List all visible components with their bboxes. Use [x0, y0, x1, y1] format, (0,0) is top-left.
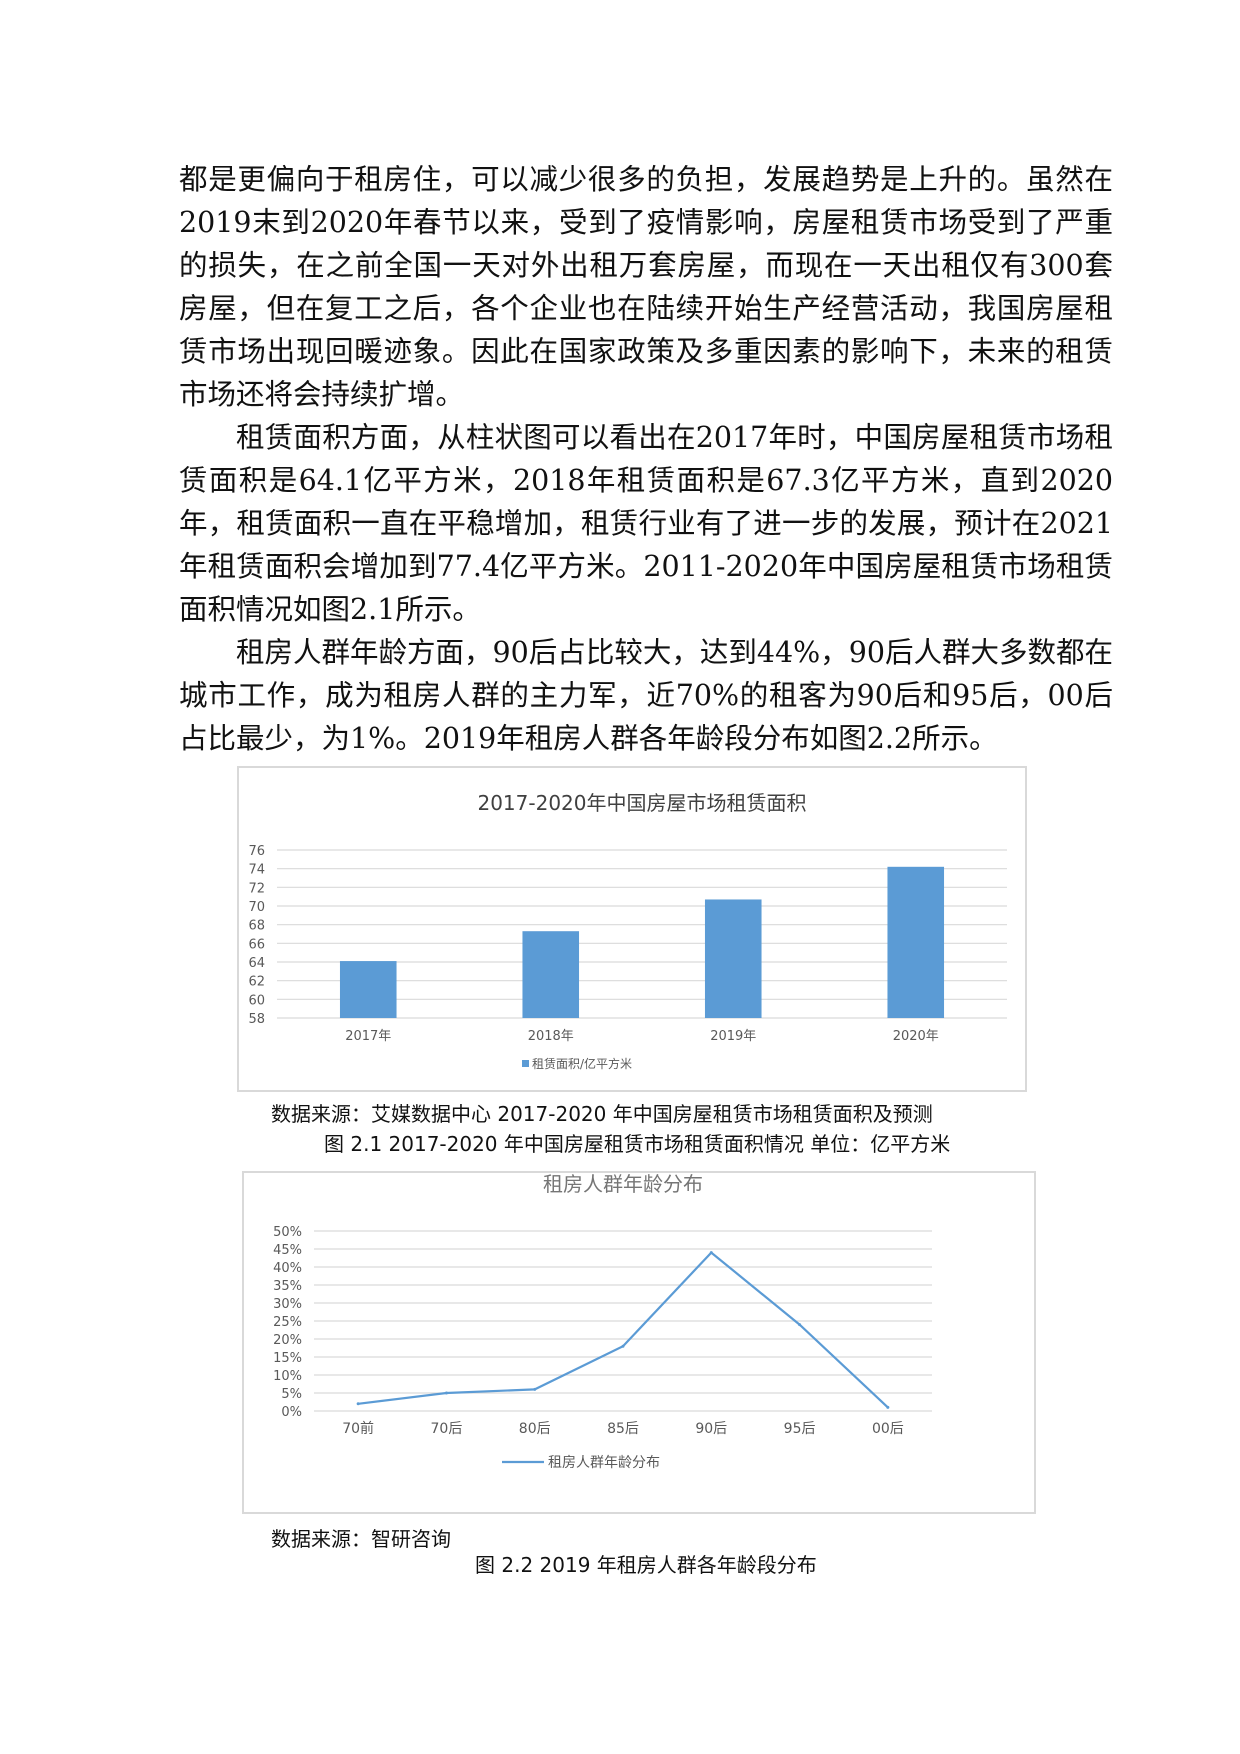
chart-title: 2017-2020年中国房屋市场租赁面积 — [477, 791, 806, 815]
legend-label: 租房人群年龄分布 — [548, 1455, 660, 1471]
data-point — [444, 1391, 448, 1395]
bar — [522, 931, 580, 1018]
x-tick-label: 00后 — [872, 1421, 904, 1437]
y-tick-label: 70 — [248, 900, 265, 915]
y-tick-label: 76 — [248, 844, 265, 859]
x-tick-label: 2017年 — [345, 1029, 391, 1044]
figure2-source: 数据来源：智研咨询 — [271, 1527, 451, 1551]
y-tick-label: 68 — [248, 919, 265, 934]
y-tick-label: 20% — [273, 1333, 302, 1348]
y-tick-label: 25% — [273, 1315, 302, 1330]
chart-title: 租房人群年龄分布 — [543, 1173, 703, 1196]
data-point — [533, 1387, 537, 1391]
y-tick-label: 5% — [281, 1387, 302, 1402]
y-tick-label: 74 — [248, 863, 265, 878]
y-tick-label: 58 — [248, 1012, 265, 1027]
y-tick-label: 10% — [273, 1369, 302, 1384]
x-tick-label: 70前 — [342, 1420, 374, 1437]
x-tick-label: 2018年 — [528, 1029, 574, 1044]
x-tick-label: 90后 — [695, 1421, 727, 1437]
body-text: 都是更偏向于租房住，可以减少很多的负担，发展趋势是上升的。虽然在2019末到20… — [179, 158, 1113, 760]
bar — [887, 866, 945, 1018]
paragraph: 租赁面积方面，从柱状图可以看出在2017年时，中国房屋租赁市场租赁面积是64.1… — [179, 421, 1113, 626]
figure1-caption: 图 2.1 2017-2020 年中国房屋租赁市场租赁面积情况 单位：亿平方米 — [324, 1132, 951, 1156]
bar-chart-rental-area: 2017-2020年中国房屋市场租赁面积 58 60 62 64 66 68 70 72 74 76… — [237, 766, 1027, 1092]
line-chart-age-distribution: 租房人群年龄分布 0% 5% 10% 15% 20% 25% 30% 35% 40% 45% 50% 7… — [242, 1171, 1036, 1514]
y-tick-label: 72 — [248, 881, 265, 896]
x-tick-label: 85后 — [607, 1421, 639, 1437]
data-point — [621, 1344, 625, 1348]
x-tick-label: 95后 — [784, 1421, 816, 1437]
series-line — [358, 1251, 889, 1409]
y-tick-label: 60 — [248, 993, 265, 1008]
y-tick-label: 50% — [273, 1225, 302, 1240]
y-tick-label: 66 — [248, 937, 265, 952]
y-tick-label: 64 — [248, 956, 265, 971]
y-tick-label: 35% — [273, 1279, 302, 1294]
paragraph: 租房人群年龄方面，90后占比较大，达到44%，90后人群大多数都在城市工作，成为… — [179, 636, 1113, 755]
x-tick-label: 70后 — [431, 1421, 463, 1437]
x-tick-label: 2019年 — [710, 1029, 756, 1044]
legend-swatch — [522, 1060, 529, 1067]
data-point — [886, 1405, 890, 1409]
y-tick-label: 40% — [273, 1261, 302, 1276]
paragraph: 都是更偏向于租房住，可以减少很多的负担，发展趋势是上升的。虽然在2019末到20… — [179, 163, 1113, 411]
bar — [704, 899, 762, 1018]
y-tick-label: 62 — [248, 975, 265, 990]
y-tick-label: 45% — [273, 1243, 302, 1258]
figure2-caption: 图 2.2 2019 年租房人群各年龄段分布 — [475, 1553, 817, 1577]
y-tick-label: 15% — [273, 1351, 302, 1366]
y-tick-label: 0% — [281, 1405, 302, 1420]
bar — [339, 961, 397, 1018]
figure1-source: 数据来源：艾媒数据中心 2017-2020 年中国房屋租赁市场租赁面积及预测 — [271, 1102, 933, 1126]
x-tick-label: 2020年 — [893, 1029, 939, 1044]
x-tick-label: 80后 — [519, 1421, 551, 1437]
data-point — [709, 1251, 713, 1255]
data-point — [356, 1402, 360, 1406]
data-point — [798, 1323, 802, 1327]
y-tick-label: 30% — [273, 1297, 302, 1312]
legend-label: 租赁面积/亿平方米 — [532, 1056, 632, 1071]
